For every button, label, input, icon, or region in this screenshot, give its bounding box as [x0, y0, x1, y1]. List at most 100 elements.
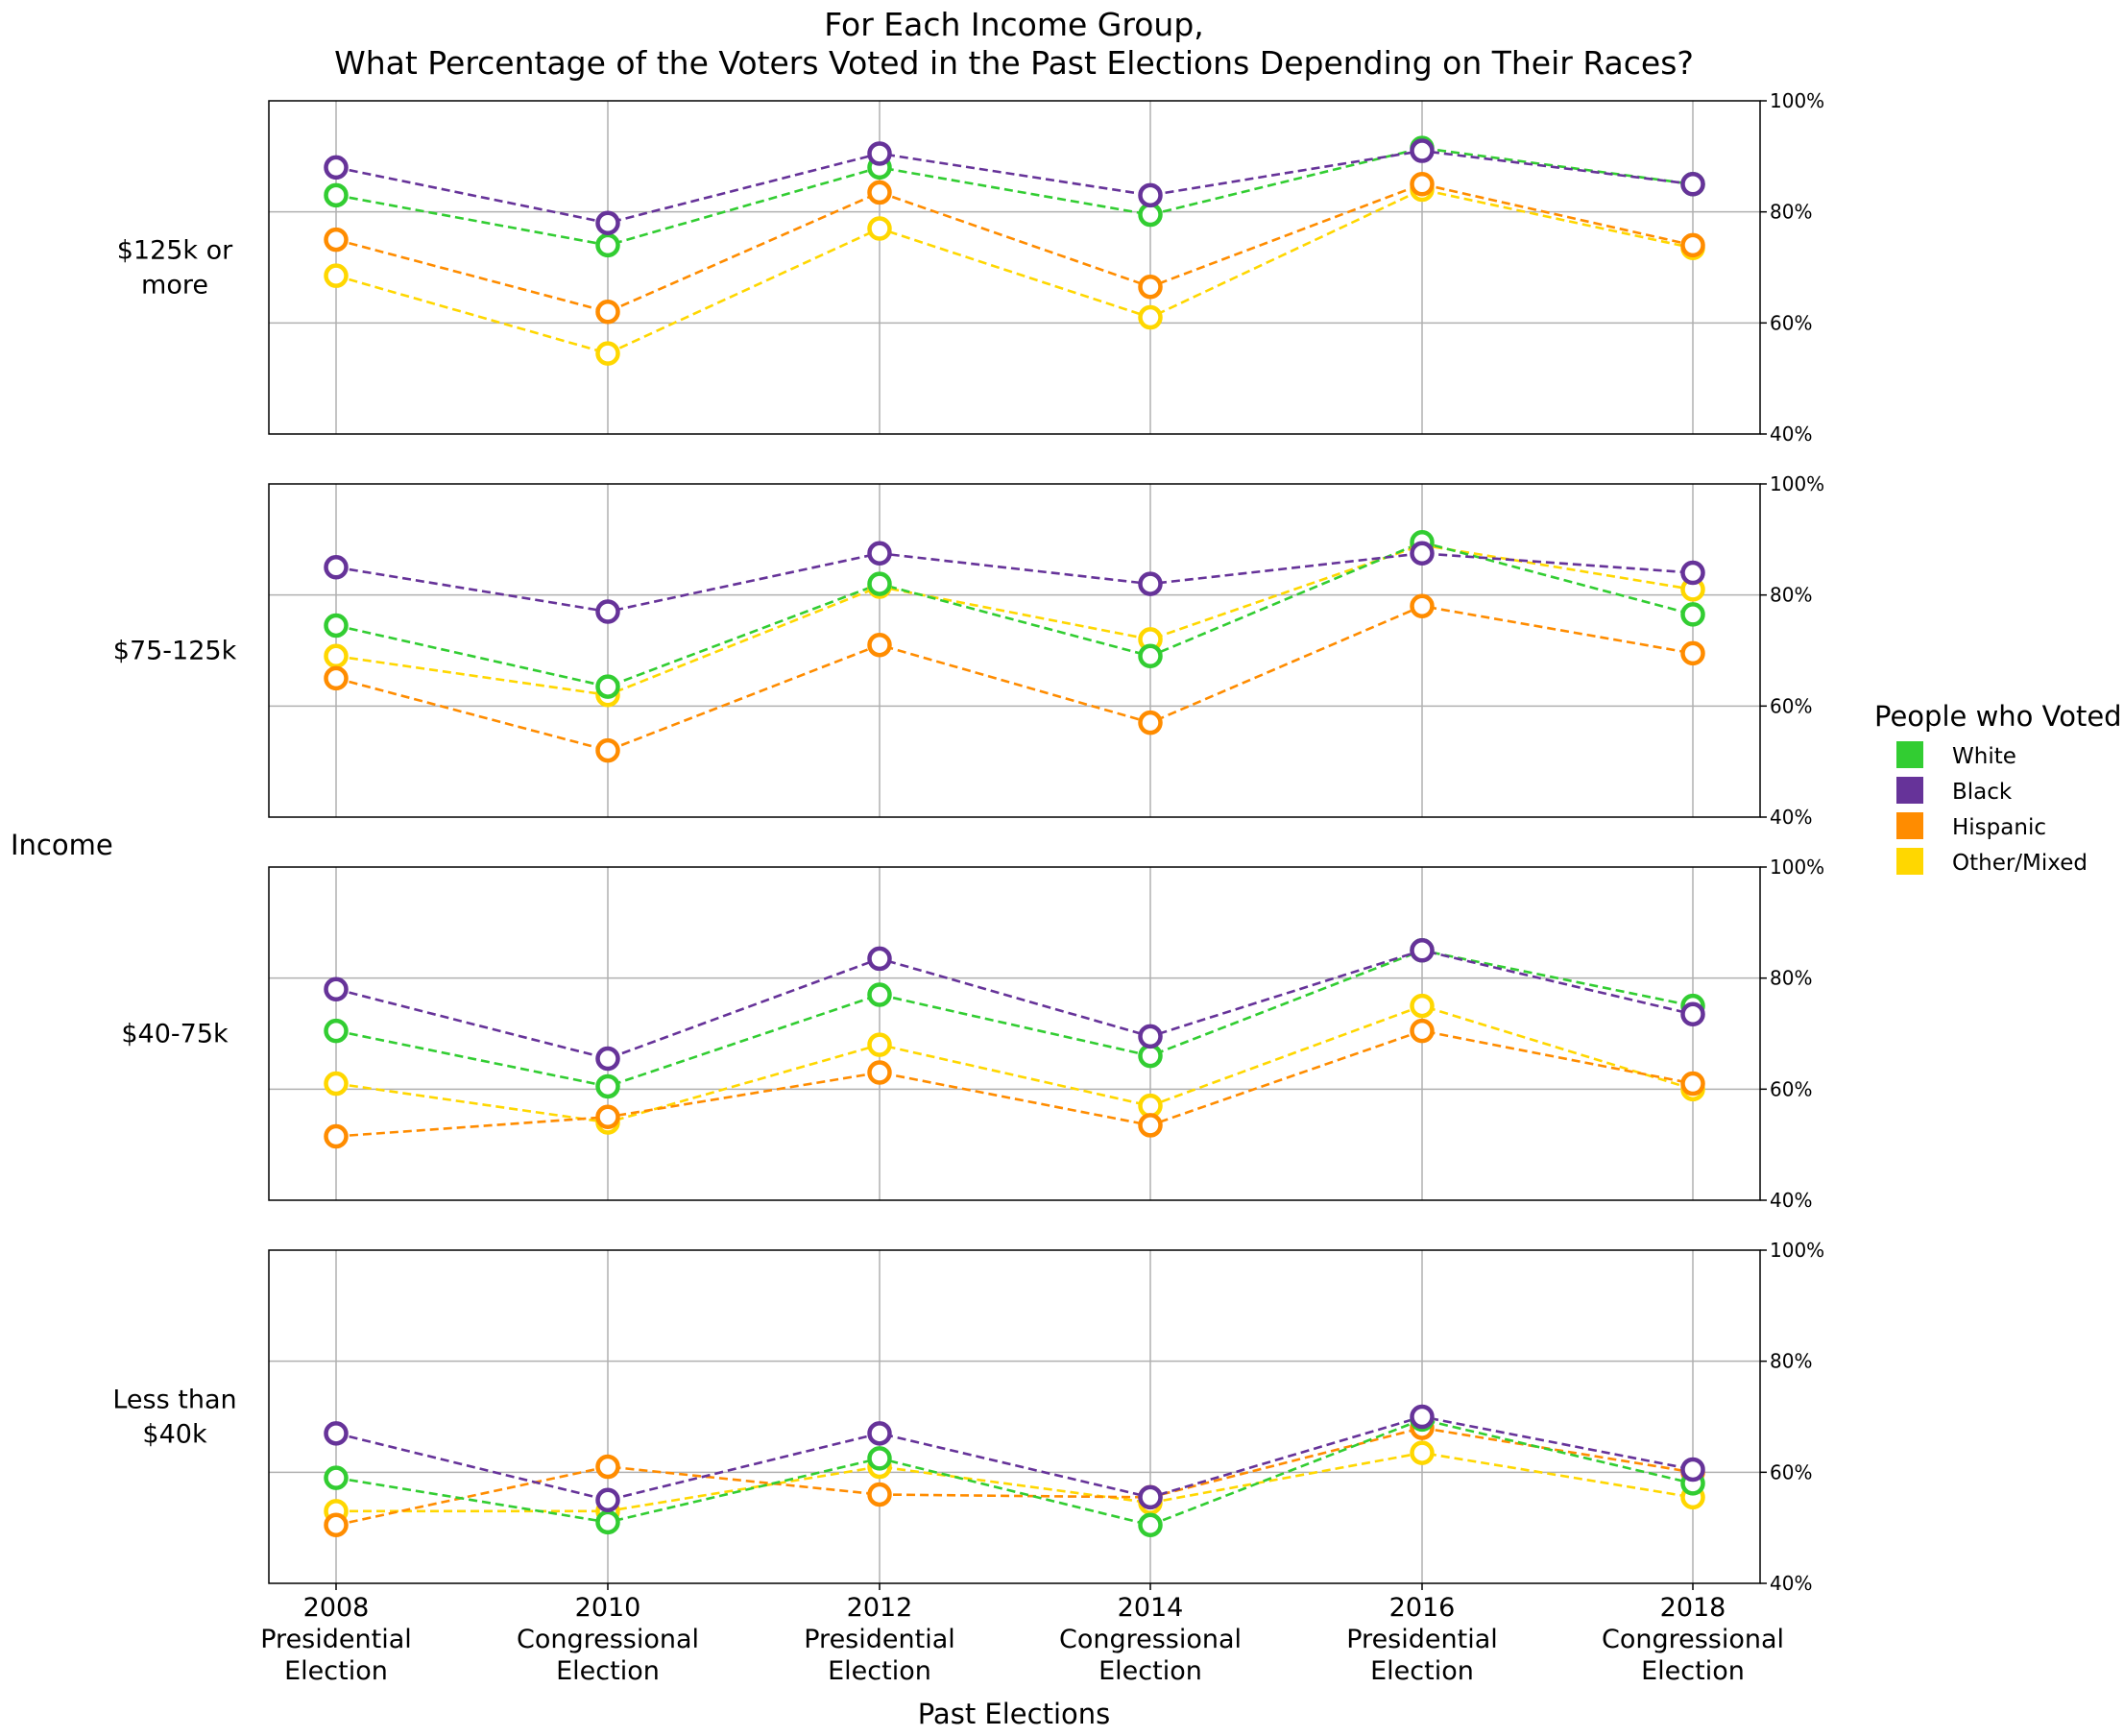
data-point-hispanic — [1680, 1071, 1705, 1097]
panel-1: 100% 80% 60% 40% $75-125k — [113, 472, 1824, 829]
data-point-hispanic — [595, 300, 620, 325]
data-point-black — [595, 1487, 620, 1512]
data-point-hispanic — [867, 632, 892, 658]
y-tick-label: 100% — [1770, 1239, 1824, 1262]
data-point-other-mixed — [324, 1071, 349, 1097]
data-point-black — [324, 976, 349, 1001]
data-point-black — [1680, 1457, 1705, 1483]
data-point-other-mixed — [324, 263, 349, 288]
legend-label-other-mixed: Other/Mixed — [1952, 851, 2088, 876]
x-axis-title: Past Elections — [918, 1698, 1110, 1730]
y-tick-label: 40% — [1770, 806, 1812, 829]
data-point-black — [1138, 182, 1163, 208]
legend-swatch-white — [1896, 741, 1923, 768]
data-point-black — [867, 141, 892, 166]
data-point-hispanic — [867, 1482, 892, 1507]
x-tick-label: Election — [556, 1656, 660, 1686]
series-line-black — [335, 149, 1694, 225]
x-tick-label: 2008 — [303, 1593, 370, 1623]
y-tick-label: 60% — [1770, 1077, 1812, 1100]
data-point-white — [595, 1509, 620, 1535]
data-point-black — [324, 1421, 349, 1446]
panel-frame — [268, 866, 1761, 1201]
y-tick-label: 100% — [1770, 856, 1824, 879]
x-tick-label: 2010 — [575, 1593, 641, 1623]
data-point-hispanic — [324, 1512, 349, 1538]
panel-3: 100%80%60%40%Less than$40k2008Presidenti… — [112, 1239, 1824, 1686]
panel-frame — [268, 100, 1761, 435]
panel-2: 100% 80% 60% 40% $40-75k — [121, 856, 1824, 1212]
y-tick-label: 80% — [1770, 584, 1812, 607]
data-point-other-mixed — [595, 341, 620, 366]
y-tick-label: 60% — [1770, 1460, 1812, 1483]
legend-swatch-other-mixed — [1896, 848, 1923, 875]
data-point-black — [595, 599, 620, 624]
data-point-white — [1138, 1512, 1163, 1538]
data-point-other-mixed — [1138, 1093, 1163, 1119]
data-point-hispanic — [1410, 1018, 1435, 1044]
data-point-black — [867, 1421, 892, 1446]
data-point-white — [595, 232, 620, 258]
y-tick-label: 100% — [1770, 472, 1824, 495]
series-line-white — [335, 146, 1694, 247]
data-point-white — [1138, 1043, 1163, 1069]
data-point-hispanic — [1410, 172, 1435, 197]
data-point-hispanic — [324, 1123, 349, 1149]
data-point-white — [1138, 643, 1163, 669]
data-point-hispanic — [1138, 274, 1163, 300]
y-tick-label: 40% — [1770, 1189, 1812, 1212]
data-point-other-mixed — [1410, 993, 1435, 1019]
legend-title: People who Voted — [1874, 700, 2122, 733]
series-line-hispanic — [335, 604, 1694, 752]
data-point-black — [595, 1046, 620, 1072]
data-point-white — [867, 1446, 892, 1471]
y-tick-label: 40% — [1770, 422, 1812, 446]
data-point-white — [324, 182, 349, 208]
data-point-black — [1138, 1024, 1163, 1049]
data-point-black — [595, 210, 620, 235]
x-tick-label: Election — [1098, 1656, 1202, 1686]
data-point-white — [595, 1073, 620, 1099]
data-point-black — [1410, 1404, 1435, 1430]
data-point-black — [324, 555, 349, 580]
row-label: $40k — [142, 1420, 207, 1450]
data-point-black — [1410, 938, 1435, 963]
panels-group: 100% 80% 60% 40% $125k or more 100% 80% 60% 40% $7… — [112, 89, 1824, 1686]
data-point-other-mixed — [867, 216, 892, 241]
data-point-hispanic — [324, 665, 349, 691]
row-label: $125k or — [117, 236, 233, 266]
x-tick-label: Presidential — [260, 1625, 412, 1654]
x-tick-label: Election — [1370, 1656, 1474, 1686]
data-point-black — [324, 155, 349, 181]
x-tick-label: 2014 — [1118, 1593, 1184, 1623]
series-line-other-mixed — [335, 188, 1694, 355]
x-tick-label: 2018 — [1660, 1593, 1726, 1623]
series-line-other-mixed — [335, 543, 1694, 697]
data-point-white — [1680, 602, 1705, 627]
series-line-hispanic — [335, 1029, 1694, 1138]
data-point-hispanic — [324, 227, 349, 253]
chart-title-line-2: What Percentage of the Voters Voted in t… — [334, 44, 1694, 82]
data-point-hispanic — [1680, 232, 1705, 258]
y-tick-label: 60% — [1770, 694, 1812, 717]
series-line-white — [335, 949, 1694, 1088]
data-point-black — [1680, 172, 1705, 197]
data-point-other-mixed — [1410, 1440, 1435, 1465]
y-tick-label: 80% — [1770, 1350, 1812, 1373]
data-point-white — [324, 1018, 349, 1044]
y-tick-label: 40% — [1770, 1572, 1812, 1595]
x-tick-label: Election — [1641, 1656, 1745, 1686]
series-line-white — [335, 541, 1694, 688]
data-point-hispanic — [1138, 710, 1163, 735]
data-point-hispanic — [1410, 593, 1435, 618]
row-label: more — [141, 271, 208, 301]
panel-frame — [268, 483, 1761, 818]
data-point-black — [1138, 571, 1163, 596]
legend-label-black: Black — [1952, 780, 2013, 805]
data-point-hispanic — [867, 180, 892, 205]
chart-title-line-1: For Each Income Group, — [824, 6, 1204, 43]
data-point-black — [1138, 1484, 1163, 1510]
x-tick-label: Election — [828, 1656, 931, 1686]
x-tick-label: Congressional — [517, 1625, 699, 1654]
